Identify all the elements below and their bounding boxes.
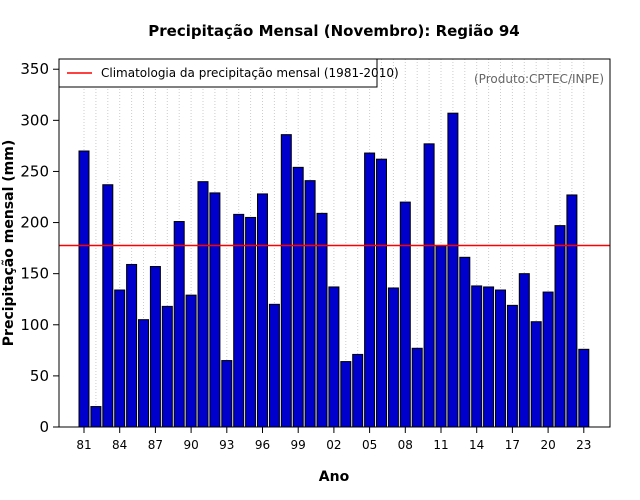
- legend-box: [58, 58, 378, 88]
- bar-2014: [471, 285, 483, 428]
- y-axis-label: Precipitação mensal (mm): [1, 140, 17, 346]
- bar-2017: [506, 304, 518, 428]
- x-tick-label: 87: [148, 438, 163, 452]
- bar-2003: [340, 361, 352, 428]
- y-tick-label: 300: [20, 111, 49, 129]
- bar-1996: [257, 193, 268, 428]
- bar-1981: [78, 150, 90, 428]
- x-tick-label: 11: [433, 438, 448, 452]
- bar-2010: [423, 143, 435, 428]
- y-axis: 0 50 100 150 200 250 300 350: [20, 60, 59, 436]
- bar-2007: [387, 287, 399, 428]
- y-tick-label: 250: [20, 162, 49, 180]
- x-tick-label: 84: [112, 438, 127, 452]
- y-tick-label: 100: [20, 316, 49, 334]
- y-tick-label: 150: [20, 265, 49, 283]
- bar-1995: [245, 216, 257, 428]
- bar-2021: [554, 225, 566, 428]
- y-tick-label: 50: [30, 367, 49, 385]
- y-tick-label: 200: [20, 214, 49, 232]
- bar-1992: [209, 192, 221, 428]
- bar-2008: [399, 201, 411, 428]
- bar-2023: [578, 348, 590, 428]
- x-tick-label: 99: [291, 438, 306, 452]
- x-axis-label: Ano: [319, 469, 350, 485]
- bar-1989: [173, 221, 185, 428]
- x-tick-label: 23: [576, 438, 591, 452]
- x-tick-label: 81: [76, 438, 91, 452]
- bar-2018: [518, 273, 530, 428]
- bar-1991: [197, 181, 209, 428]
- bar-2002: [328, 286, 340, 428]
- x-tick-label: 14: [469, 438, 484, 452]
- bar-1988: [161, 305, 173, 428]
- x-tick-label: 20: [540, 438, 555, 452]
- x-tick-label: 17: [505, 438, 520, 452]
- bar-1987: [149, 266, 161, 428]
- legend-entry-climatology: Climatologia da precipitação mensal (198…: [101, 66, 399, 80]
- bar-1998: [280, 134, 292, 428]
- bar-2005: [364, 152, 376, 428]
- x-tick-label: 05: [362, 438, 377, 452]
- x-tick-label: 02: [326, 438, 341, 452]
- bar-1983: [102, 184, 114, 428]
- bar-1997: [268, 303, 280, 428]
- bar-1985: [126, 263, 138, 428]
- legend: Climatologia da precipitação mensal (198…: [58, 58, 399, 88]
- bar-2004: [352, 353, 364, 428]
- bar-2011: [435, 245, 447, 428]
- bar-1986: [138, 319, 149, 428]
- bar-2019: [530, 321, 542, 428]
- bar-1990: [185, 294, 197, 428]
- x-tick-label: 90: [183, 438, 198, 452]
- bar-2013: [459, 256, 471, 428]
- x-tick-label: 08: [398, 438, 413, 452]
- bar-2015: [483, 286, 495, 428]
- bar-2012: [447, 112, 459, 428]
- chart-title: Precipitação Mensal (Novembro): Região 9…: [148, 22, 519, 40]
- bar-1993: [221, 360, 233, 428]
- y-tick-label: 0: [39, 418, 49, 436]
- bar-2022: [566, 194, 578, 428]
- bar-2006: [376, 158, 387, 428]
- bar-2020: [542, 291, 554, 428]
- x-axis: 81 84 87 90 93 96 99 02 05 08 11 14 17 20 23: [76, 427, 591, 452]
- x-tick-label: 93: [219, 438, 234, 452]
- bar-1984: [114, 289, 126, 428]
- bar-2009: [411, 347, 423, 428]
- bar-2000: [304, 180, 316, 428]
- source-note: (Produto:CPTEC/INPE): [474, 72, 604, 86]
- bar-2016: [495, 289, 506, 428]
- bar-1999: [292, 166, 304, 428]
- bars: [78, 112, 590, 428]
- x-tick-label: 96: [255, 438, 270, 452]
- bar-1982: [90, 406, 102, 428]
- y-tick-label: 350: [20, 60, 49, 78]
